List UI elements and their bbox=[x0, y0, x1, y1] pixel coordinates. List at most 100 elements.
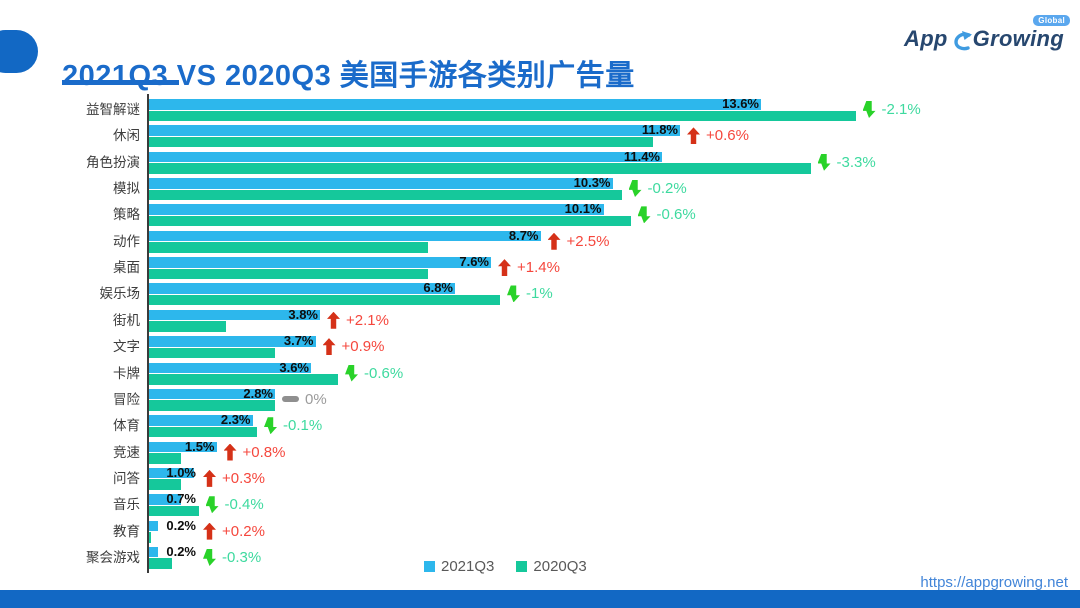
bar-2020q3 bbox=[149, 189, 622, 201]
logo-text-app: App bbox=[904, 26, 948, 51]
change-label: -0.1% bbox=[283, 417, 323, 435]
arrow-down-icon bbox=[862, 101, 876, 118]
change-label: +2.5% bbox=[566, 232, 610, 250]
bar-2021q3 bbox=[149, 283, 455, 294]
change-label: -0.2% bbox=[647, 180, 687, 198]
change-indicator: -0.1% bbox=[264, 415, 322, 437]
bar-2020q3 bbox=[149, 242, 428, 253]
change-label: +1.4% bbox=[517, 259, 560, 277]
category-label: 卡牌 bbox=[113, 365, 140, 381]
value-label: 3.7% bbox=[283, 333, 314, 349]
category-label: 体育 bbox=[113, 418, 140, 434]
change-indicator: -0.2% bbox=[628, 178, 687, 200]
arrow-up-icon bbox=[547, 232, 561, 250]
category-label: 音乐 bbox=[113, 497, 140, 513]
category-label: 模拟 bbox=[113, 181, 140, 197]
value-label: 8.7% bbox=[508, 227, 539, 243]
bar-2020q3 bbox=[149, 453, 181, 464]
legend-item-2021q3: 2021Q3 bbox=[424, 558, 494, 575]
arrow-up-icon bbox=[203, 469, 216, 487]
change-indicator: +2.1% bbox=[327, 309, 389, 331]
change-indicator: -2.1% bbox=[862, 99, 921, 121]
bar-2021q3 bbox=[149, 178, 613, 189]
change-indicator: +2.5% bbox=[547, 230, 610, 252]
change-label: +0.3% bbox=[222, 469, 265, 487]
change-label: -0.6% bbox=[364, 364, 404, 382]
value-label: 1.0% bbox=[166, 464, 196, 480]
arrow-down-icon bbox=[203, 548, 216, 566]
appgrowing-url-link[interactable]: https://appgrowing.net bbox=[920, 574, 1068, 591]
category-label: 聚会游戏 bbox=[86, 549, 140, 565]
arrow-down-icon bbox=[628, 180, 642, 198]
bar-2020q3 bbox=[149, 374, 338, 385]
bar-2021q3 bbox=[149, 204, 604, 215]
bar-2020q3 bbox=[149, 294, 500, 306]
arrow-up-icon bbox=[223, 443, 237, 461]
value-label: 10.1% bbox=[564, 201, 602, 217]
value-label: 0.2% bbox=[166, 517, 196, 533]
change-label: +0.9% bbox=[341, 338, 385, 356]
arrow-down-icon bbox=[264, 417, 277, 435]
category-label: 街机 bbox=[113, 312, 140, 328]
change-label: -1% bbox=[526, 285, 553, 303]
value-label: 0.2% bbox=[166, 543, 196, 559]
arrow-up-icon bbox=[203, 522, 216, 540]
logo-global-badge: Global bbox=[1033, 15, 1070, 26]
category-label: 冒险 bbox=[113, 391, 140, 407]
page-title: 2021Q3 VS 2020Q3 美国手游各类别广告量 bbox=[62, 60, 635, 93]
bar-2020q3 bbox=[149, 400, 275, 411]
arrow-down-icon bbox=[205, 496, 219, 514]
bar-2020q3 bbox=[149, 215, 631, 227]
arrow-down-icon bbox=[637, 206, 651, 224]
bar-2021q3 bbox=[149, 467, 194, 479]
bar-2021q3 bbox=[149, 151, 662, 163]
category-label: 文字 bbox=[113, 339, 140, 355]
change-label: -0.3% bbox=[222, 548, 262, 566]
category-label: 益智解谜 bbox=[86, 102, 140, 117]
bar-2021q3 bbox=[149, 441, 217, 453]
bar-2020q3 bbox=[149, 558, 172, 569]
y-axis-line bbox=[147, 94, 149, 573]
change-label: +2.1% bbox=[346, 311, 389, 329]
bar-2021q3 bbox=[149, 230, 541, 242]
value-label: 6.8% bbox=[423, 280, 453, 296]
value-label: 7.6% bbox=[459, 254, 489, 270]
category-label: 教育 bbox=[113, 523, 140, 539]
legend-item-2020q3: 2020Q3 bbox=[516, 558, 587, 575]
value-label: 0.7% bbox=[166, 491, 196, 507]
category-label: 休闲 bbox=[113, 128, 140, 144]
value-label: 11.8% bbox=[641, 122, 678, 138]
change-label: 0% bbox=[305, 390, 327, 408]
change-label: +0.2% bbox=[222, 522, 265, 540]
arrow-down-icon bbox=[345, 364, 358, 382]
bar-2021q3 bbox=[149, 388, 275, 400]
change-label: +0.6% bbox=[706, 127, 749, 145]
bar-2020q3 bbox=[149, 532, 152, 543]
change-indicator: -0.6% bbox=[637, 204, 696, 226]
footer-band bbox=[0, 590, 1080, 608]
chart-legend: 2021Q3 2020Q3 bbox=[424, 558, 609, 575]
value-label: 1.5% bbox=[184, 438, 215, 454]
change-indicator: +0.2% bbox=[203, 520, 265, 542]
category-label: 竞速 bbox=[113, 444, 140, 460]
logo-arrow-icon bbox=[953, 31, 972, 51]
value-label: 2.8% bbox=[243, 385, 273, 401]
value-label: 3.6% bbox=[279, 359, 309, 375]
flat-dash-icon bbox=[282, 396, 299, 403]
category-label: 桌面 bbox=[113, 260, 140, 276]
change-label: -3.3% bbox=[836, 153, 876, 171]
bar-2020q3 bbox=[149, 347, 275, 359]
value-label: 13.6% bbox=[722, 96, 759, 111]
change-indicator: -0.6% bbox=[345, 362, 403, 384]
bar-2021q3 bbox=[149, 415, 253, 426]
arrow-up-icon bbox=[327, 311, 340, 329]
bar-2020q3 bbox=[149, 505, 199, 517]
bar-2021q3 bbox=[149, 362, 311, 373]
value-label: 11.4% bbox=[623, 148, 660, 164]
category-label: 动作 bbox=[113, 233, 140, 249]
category-label: 角色扮演 bbox=[86, 154, 140, 170]
bar-2021q3 bbox=[149, 546, 158, 558]
category-label: 问答 bbox=[113, 470, 140, 486]
value-label: 2.3% bbox=[220, 412, 251, 428]
change-indicator: +1.4% bbox=[498, 257, 560, 279]
